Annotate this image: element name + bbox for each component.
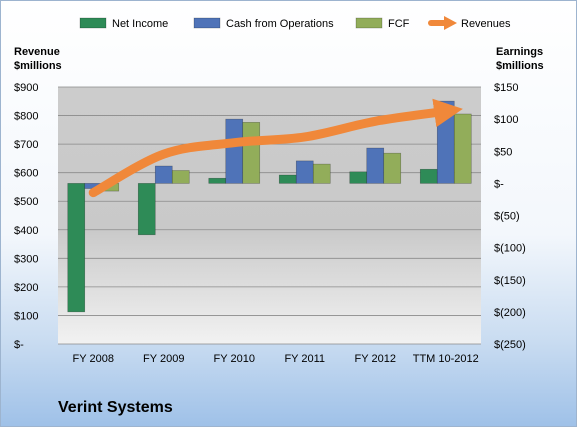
legend-label-net-income: Net Income [112,18,168,30]
right-tick-label: $50 [494,146,512,158]
left-tick-label: $600 [14,168,38,180]
legend-swatch-net-income [79,17,107,29]
right-tick-label: $(50) [494,211,520,223]
left-tick-label: $900 [14,82,38,94]
legend: Net Income Cash from Operations FCF Revenue… [79,16,511,30]
bar-fcf [383,152,402,184]
legend-label-revenues: Revenues [461,18,511,30]
x-tick-label: FY 2010 [214,353,255,365]
bar-net-income [419,168,438,184]
right-tick-label: $(150) [494,275,526,287]
bar-net-income [67,183,86,313]
revenue-line-layer [88,98,463,198]
legend-swatch-cash-from-operations [193,17,221,29]
x-tick-label: FY 2011 [284,353,325,365]
bar-net-income [349,171,368,184]
right-tick-label: $150 [494,82,518,94]
left-tick-label: $500 [14,196,38,208]
legend-label-cash-from-operations: Cash from Operations [226,18,334,30]
bar-net-income [208,177,227,184]
legend-swatch-fcf [355,17,383,29]
x-tick-label: TTM 10-2012 [413,353,479,365]
left-tick-label: $100 [14,310,38,322]
left-axis-title: Revenue $millions [14,46,62,72]
bar-cash-from-operations [366,147,385,184]
bar-fcf [453,113,472,184]
left-tick-label: $200 [14,282,38,294]
right-axis-title: Earnings $millions [496,46,544,72]
x-tick-label: FY 2012 [355,353,396,365]
left-tick-label: $400 [14,225,38,237]
x-tick-label: FY 2009 [143,353,184,365]
axis-ticks: $- $100 $200 $300 $400 $500 $600 $700 $800 $900 $(… [14,82,526,365]
legend-label-fcf: FCF [388,18,410,30]
left-tick-label: $300 [14,253,38,265]
right-tick-label: $- [494,178,504,190]
bar-fcf [242,122,261,184]
bar-net-income [278,174,297,184]
bar-fcf [312,163,331,184]
bar-net-income [137,183,156,236]
bar-series [67,100,472,313]
chart-title: Verint Systems [58,399,173,416]
left-tick-label: $800 [14,111,38,123]
bar-cash-from-operations [154,165,173,184]
right-tick-label: $(100) [494,243,526,255]
bar-cash-from-operations [225,118,244,184]
bar-cash-from-operations [295,160,314,184]
plot-area [58,87,481,344]
right-tick-label: $(200) [494,307,526,319]
bar-fcf [171,170,190,184]
left-tick-label: $700 [14,139,38,151]
revenue-line [88,98,463,198]
right-tick-label: $(250) [494,339,526,351]
legend-arrow-icon [444,16,457,30]
left-tick-label: $- [14,339,24,351]
x-tick-label: FY 2008 [73,353,114,365]
right-tick-label: $100 [494,114,518,126]
